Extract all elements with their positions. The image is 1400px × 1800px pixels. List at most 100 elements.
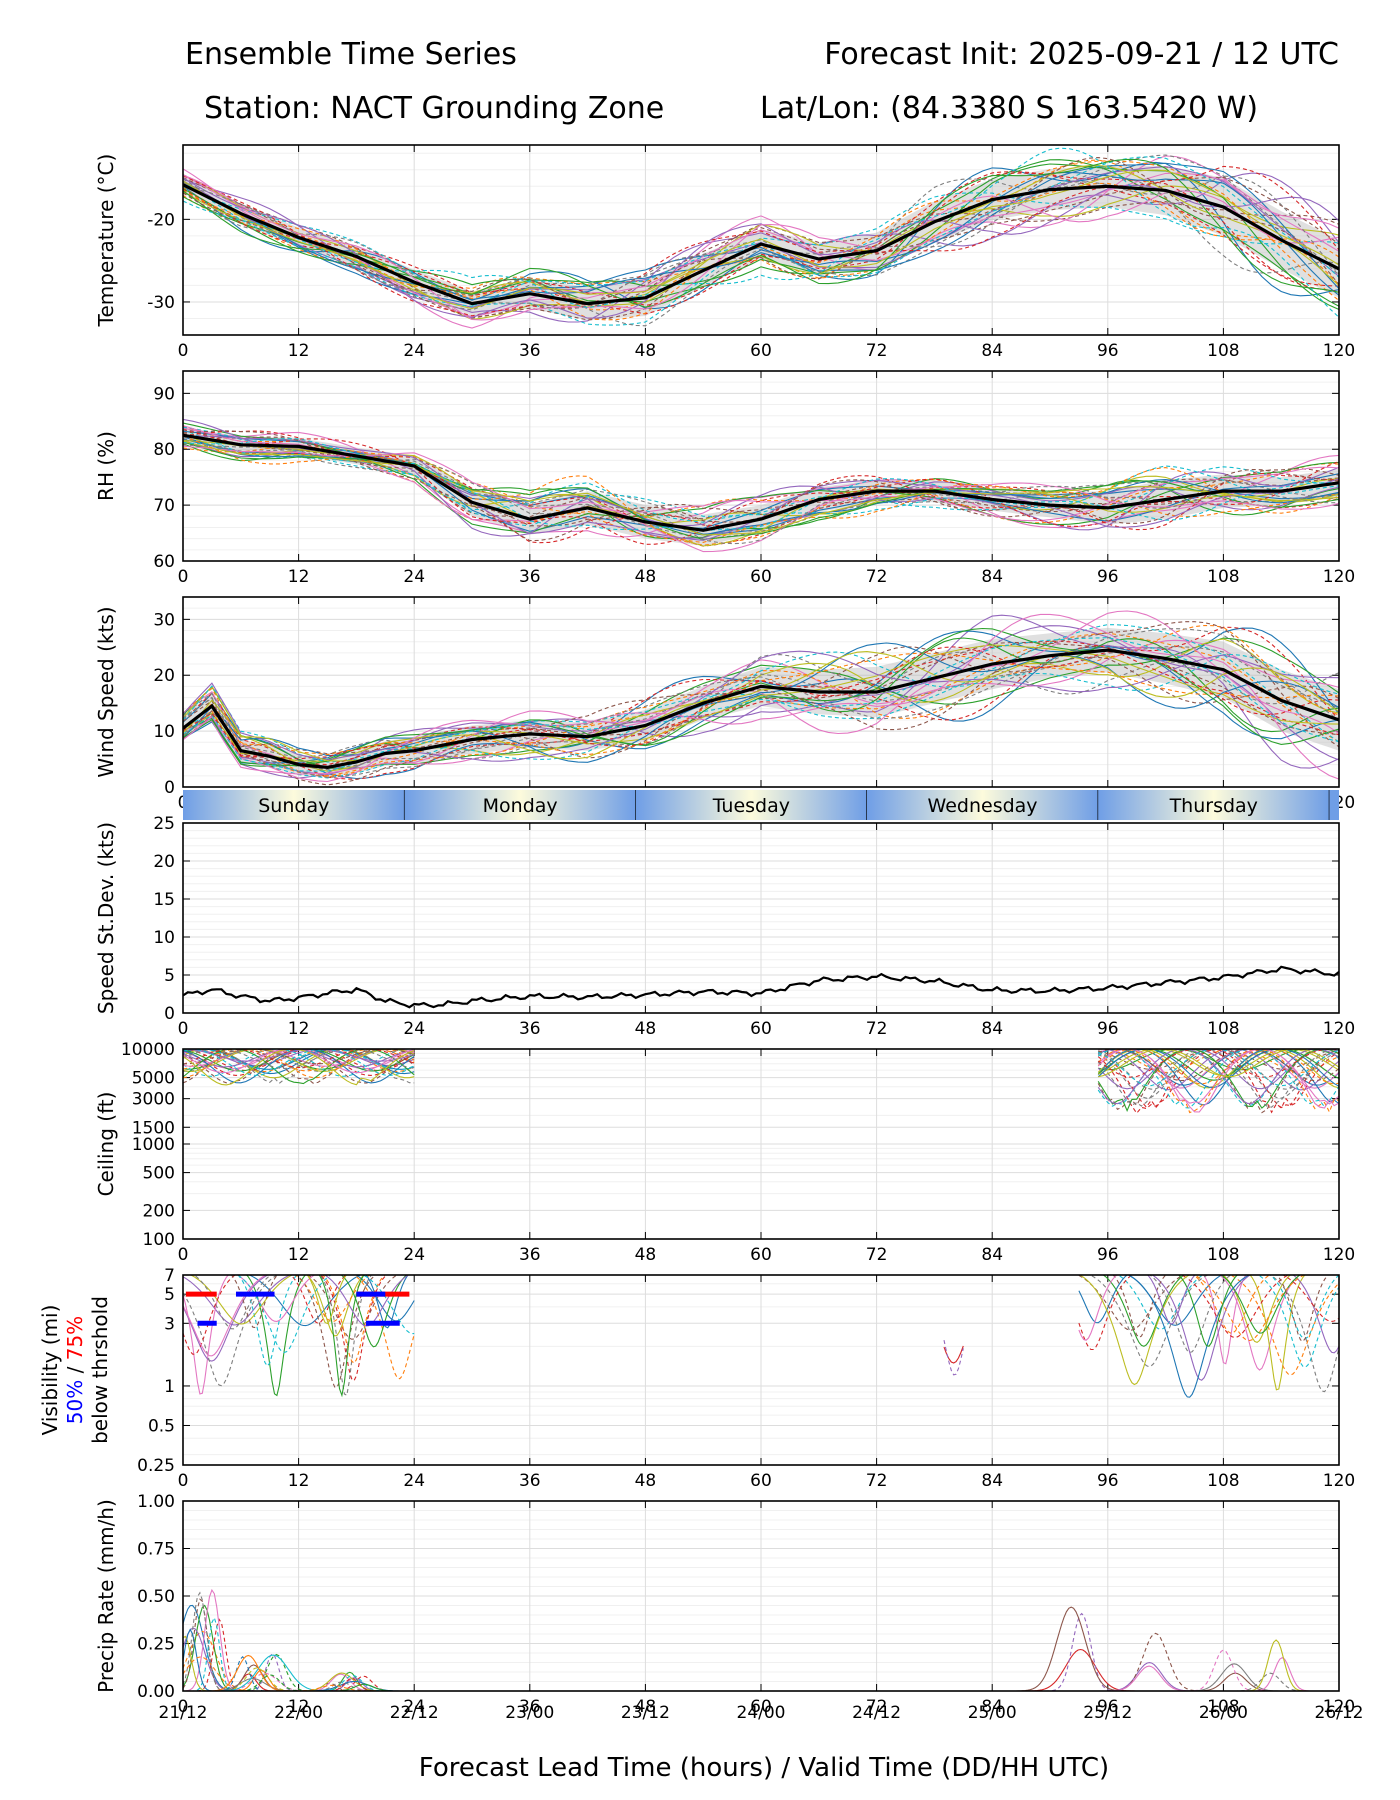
x-tick-label: 72: [866, 1697, 888, 1717]
member-line: [323, 1275, 410, 1327]
x-tick-label: 48: [635, 1245, 657, 1265]
x-tick-label: 24: [403, 567, 425, 587]
x-tick-label: 84: [981, 341, 1003, 361]
x-tick-label: 108: [1207, 1019, 1239, 1039]
x-tick-label: 48: [635, 1019, 657, 1039]
member-line: [1097, 1049, 1339, 1078]
y-tick-label: 0.25: [137, 1456, 175, 1476]
member-line: [274, 1684, 391, 1691]
x-tick-label: 0: [178, 1019, 189, 1039]
x-tick-label: 72: [866, 341, 888, 361]
x-tick-label: 36: [519, 1471, 541, 1491]
ylabel-visibility-line1: Visibility (mi): [38, 1305, 62, 1436]
member-line: [199, 1667, 315, 1691]
member-line: [1097, 1049, 1339, 1112]
member-line: [183, 1275, 230, 1395]
member-line: [183, 1604, 248, 1691]
x-axis-title: Forecast Lead Time (hours) / Valid Time …: [419, 1753, 1109, 1783]
y-tick-label: 0.25: [137, 1635, 175, 1655]
y-tick-label: 1.00: [137, 1492, 175, 1512]
y-tick-label: 200: [143, 1201, 175, 1221]
member-line: [183, 161, 1339, 310]
x-tick-label: 84: [981, 1697, 1003, 1717]
panel-frame-1: [182, 370, 1340, 562]
member-line: [1089, 1275, 1209, 1368]
member-line: [290, 1275, 347, 1324]
member-line: [183, 637, 1339, 769]
panel-frame-0: [182, 144, 1340, 336]
y-tick-label: 20: [153, 852, 175, 872]
y-tick-label: -30: [147, 293, 175, 313]
x-tick-label: 96: [1097, 1245, 1119, 1265]
x-tick-label: 96: [1097, 341, 1119, 361]
member-lines: [183, 147, 1339, 329]
member-lines: [183, 610, 1339, 786]
member-line: [183, 171, 1339, 315]
member-line: [183, 157, 1339, 306]
member-line: [183, 1628, 248, 1691]
member-line: [236, 1275, 316, 1322]
member-line: [183, 1049, 415, 1073]
x-tick-label: 48: [635, 567, 657, 587]
member-line: [183, 158, 1339, 308]
y-tick-label: 10: [153, 928, 175, 948]
y-tick-label: 15: [153, 890, 175, 910]
x-tick-label: 12: [288, 1245, 310, 1265]
member-line: [183, 1049, 415, 1084]
member-line: [183, 652, 1339, 756]
member-line: [291, 1671, 408, 1691]
member-line: [183, 1275, 267, 1357]
member-line: [362, 1275, 415, 1335]
valid-time-label: 21/12: [159, 1703, 208, 1723]
x-tick-label: 120: [1323, 1245, 1355, 1265]
member-line: [183, 185, 1339, 326]
member-line: [1102, 1275, 1185, 1347]
y-axis-title-temperature: Temperature (°C): [94, 154, 118, 328]
stdev-line: [182, 965, 1340, 1009]
member-line: [1177, 1672, 1293, 1691]
x-tick-label: 96: [1097, 1019, 1119, 1039]
day-segment-thursday: [1098, 790, 1330, 820]
panel-frame-5: [182, 1274, 1340, 1466]
member-line: [183, 640, 1339, 766]
x-tick-label: 0: [178, 1245, 189, 1265]
x-tick-label: 72: [866, 567, 888, 587]
y-tick-label: 80: [153, 440, 175, 460]
member-line: [1078, 1275, 1191, 1386]
x-tick-label: 120: [1323, 1471, 1355, 1491]
member-line: [183, 428, 1339, 545]
valid-time-label: 24/12: [852, 1703, 901, 1723]
x-tick-label: 96: [1097, 567, 1119, 587]
day-segment-tail: [1329, 790, 1339, 820]
y-tick-label: 500: [143, 1164, 175, 1184]
x-tick-label: 96: [1097, 1697, 1119, 1717]
x-tick-label: 72: [866, 1471, 888, 1491]
x-tick-label: 60: [750, 1245, 772, 1265]
member-line: [1192, 1275, 1271, 1334]
member-line: [1022, 1648, 1139, 1691]
y-axis-title-speed-stdev: Speed St.Dev. (kts): [94, 822, 118, 1014]
panel-rh: 0 12 24 36 48 60 72 84 96 108 120 60 70 80 90 RH (%): [94, 370, 1355, 587]
x-tick-label: 84: [981, 567, 1003, 587]
x-tick-label: 84: [981, 1245, 1003, 1265]
member-line: [283, 1681, 400, 1691]
y-tick-label: 3000: [132, 1090, 175, 1110]
x-tick-label: 12: [288, 567, 310, 587]
y-axis-title-precip: Precip Rate (mm/h): [94, 1499, 118, 1693]
x-tick-label: 36: [519, 1697, 541, 1717]
member-line: [1224, 1656, 1338, 1691]
y-tick-label: 5000: [132, 1069, 175, 1089]
member-line: [183, 1049, 415, 1062]
member-line: [183, 440, 1339, 536]
x-tick-label: 60: [750, 1697, 772, 1717]
y-axis-title-wind_speed: Wind Speed (kts): [94, 606, 118, 777]
member-line: [1193, 1275, 1306, 1342]
x-tick-label: 12: [288, 1019, 310, 1039]
x-tick-label: 12: [288, 1697, 310, 1717]
member-line: [183, 1049, 415, 1085]
ylabel-slash: /: [63, 1360, 87, 1379]
member-line: [183, 628, 1339, 779]
member-line: [183, 176, 1339, 327]
member-line: [1117, 1275, 1204, 1330]
y-tick-label: 1500: [132, 1118, 175, 1138]
